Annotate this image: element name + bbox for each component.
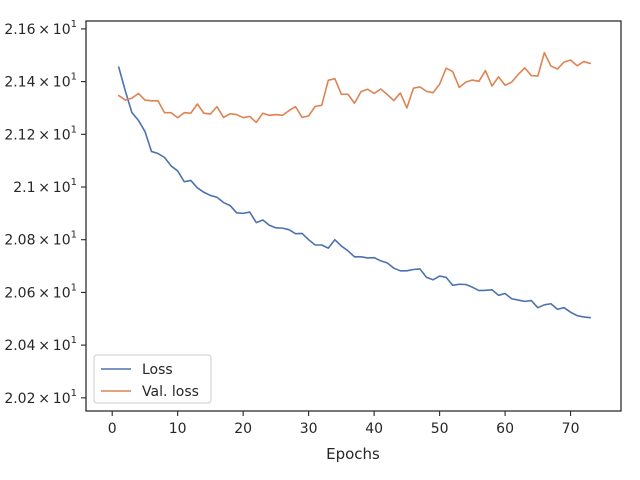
y-tick-label: 2.08 × 101 (4, 230, 77, 249)
series-layer (117, 51, 592, 319)
legend: Loss Val. loss (93, 354, 212, 404)
x-tick-label: 10 (169, 421, 187, 437)
axes-frame (85, 20, 622, 412)
legend-label-val-loss: Val. loss (142, 384, 199, 400)
y-tick-label: 2.06 × 101 (4, 282, 77, 301)
y-tick-label: 2.16 × 101 (4, 19, 77, 38)
x-tick-label: 50 (431, 421, 449, 437)
x-tick-label: 0 (108, 421, 117, 437)
x-tick-label: 40 (365, 421, 383, 437)
y-tick-label: 2.12 × 101 (4, 124, 77, 143)
y-tick-label: 2.1 × 101 (13, 177, 77, 196)
legend-label-loss: Loss (142, 362, 173, 378)
x-tick-label: 70 (562, 421, 580, 437)
y-tick-label: 2.04 × 101 (4, 335, 77, 354)
x-tick-label: 30 (300, 421, 318, 437)
series-line-val-loss (117, 51, 592, 124)
y-axis: 2.02 × 101 2.04 × 101 2.06 × 101 2.08 × 101… (4, 19, 86, 407)
x-axis: 0 10 20 30 40 50 60 70 (108, 411, 580, 437)
y-tick-label: 2.02 × 101 (4, 388, 77, 407)
x-tick-label: 60 (496, 421, 514, 437)
y-tick-label: 2.14 × 101 (4, 72, 77, 91)
x-tick-label: 20 (234, 421, 252, 437)
x-axis-label: Epochs (326, 445, 380, 463)
series-line-loss (117, 66, 592, 319)
